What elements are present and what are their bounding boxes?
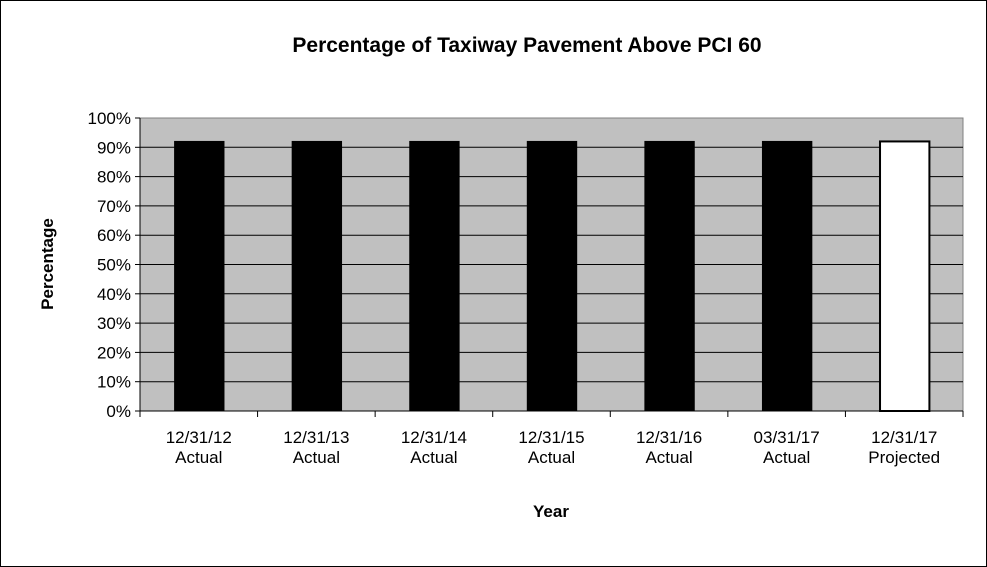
x-tick-label: 12/31/14 bbox=[401, 428, 467, 447]
x-axis-ticks: 12/31/12Actual12/31/13Actual12/31/14Actu… bbox=[139, 411, 964, 467]
y-tick-label: 0% bbox=[106, 402, 131, 421]
y-tick-label: 40% bbox=[97, 285, 131, 304]
y-tick-label: 60% bbox=[97, 226, 131, 245]
y-axis-ticks: 0% 10% 20% 30% 40% 50% 60% 70% 80% 90% 100% bbox=[88, 109, 140, 421]
x-tick-label: 12/31/12 bbox=[166, 428, 232, 447]
x-tick-label: Actual bbox=[293, 448, 340, 467]
x-tick-label: Actual bbox=[175, 448, 222, 467]
x-tick-label: Actual bbox=[410, 448, 457, 467]
y-tick-label: 100% bbox=[88, 109, 131, 128]
y-tick-label: 30% bbox=[97, 314, 131, 333]
x-tick-label: 12/31/16 bbox=[636, 428, 702, 447]
bar bbox=[644, 140, 695, 412]
x-axis-title: Year bbox=[533, 502, 569, 521]
bar bbox=[526, 140, 578, 412]
x-tick-label: Actual bbox=[645, 448, 692, 467]
y-tick-label: 10% bbox=[97, 373, 131, 392]
y-tick-label: 70% bbox=[97, 197, 131, 216]
y-tick-label: 50% bbox=[97, 256, 131, 275]
bars bbox=[174, 140, 931, 412]
y-axis-title: Percentage bbox=[38, 218, 57, 310]
bar bbox=[291, 140, 343, 412]
x-tick-label: 12/31/17 bbox=[871, 428, 937, 447]
x-tick-label: 12/31/13 bbox=[283, 428, 349, 447]
bar bbox=[174, 140, 225, 412]
x-tick-label: Projected bbox=[868, 448, 940, 467]
chart-title: Percentage of Taxiway Pavement Above PCI… bbox=[292, 34, 761, 57]
x-tick-label: 03/31/17 bbox=[754, 428, 820, 447]
x-tick-label: Actual bbox=[528, 448, 575, 467]
bar bbox=[409, 140, 460, 412]
bar bbox=[761, 140, 813, 412]
y-tick-label: 90% bbox=[97, 138, 131, 157]
y-tick-label: 80% bbox=[97, 168, 131, 187]
x-tick-label: Actual bbox=[763, 448, 810, 467]
y-tick-label: 20% bbox=[97, 343, 131, 362]
x-tick-label: 12/31/15 bbox=[518, 428, 584, 447]
bar bbox=[879, 140, 931, 412]
